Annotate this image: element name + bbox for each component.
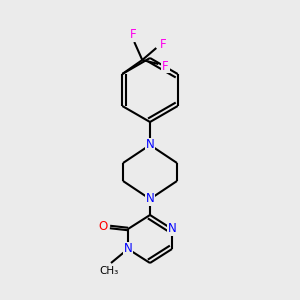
Text: N: N: [146, 193, 154, 206]
Text: CH₃: CH₃: [99, 266, 119, 276]
Text: N: N: [124, 242, 132, 256]
Text: N: N: [146, 139, 154, 152]
Text: N: N: [146, 139, 154, 152]
Text: F: F: [160, 38, 166, 50]
Text: F: F: [162, 59, 169, 73]
Text: F: F: [130, 28, 136, 41]
Text: O: O: [98, 220, 108, 233]
Text: N: N: [168, 223, 176, 236]
